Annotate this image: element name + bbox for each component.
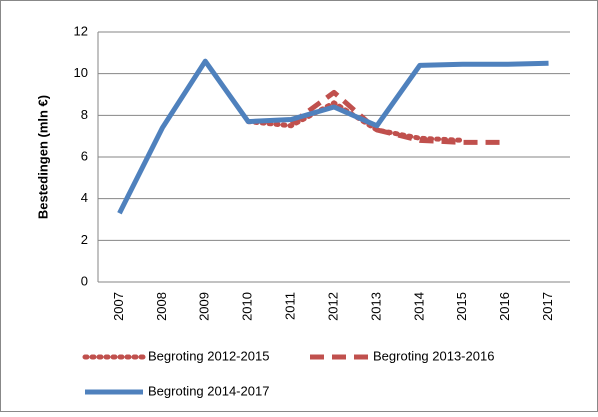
x-tick-label: 2013 bbox=[368, 292, 383, 321]
legend-label: Begroting 2012-2015 bbox=[148, 348, 269, 363]
y-tick-label: 4 bbox=[81, 190, 88, 205]
x-tick-label: 2009 bbox=[197, 292, 212, 321]
y-tick-label: 8 bbox=[81, 107, 88, 122]
x-tick-label: 2011 bbox=[283, 292, 298, 320]
x-tick-label: 2014 bbox=[411, 292, 426, 321]
x-tick-label: 2008 bbox=[154, 292, 169, 321]
legend-label: Begroting 2014-2017 bbox=[148, 383, 269, 398]
y-tick-label: 2 bbox=[81, 232, 88, 247]
x-tick-label: 2012 bbox=[325, 292, 340, 321]
y-tick-label: 0 bbox=[81, 273, 88, 288]
x-tick-label: 2016 bbox=[497, 292, 512, 321]
x-tick-label: 2010 bbox=[240, 292, 255, 321]
line bbox=[117, 58, 549, 215]
x-tick-label: 2015 bbox=[454, 292, 469, 321]
line bbox=[289, 89, 506, 145]
y-axis-label: Bestedingen (mln €) bbox=[35, 95, 50, 219]
x-tick-label: 2017 bbox=[540, 292, 555, 321]
x-tick-label: 2007 bbox=[111, 292, 126, 321]
y-tick-label: 12 bbox=[74, 23, 88, 38]
y-tick-label: 6 bbox=[81, 148, 88, 163]
y-tick-label: 10 bbox=[74, 65, 88, 80]
legend-label: Begroting 2013-2016 bbox=[373, 348, 494, 363]
